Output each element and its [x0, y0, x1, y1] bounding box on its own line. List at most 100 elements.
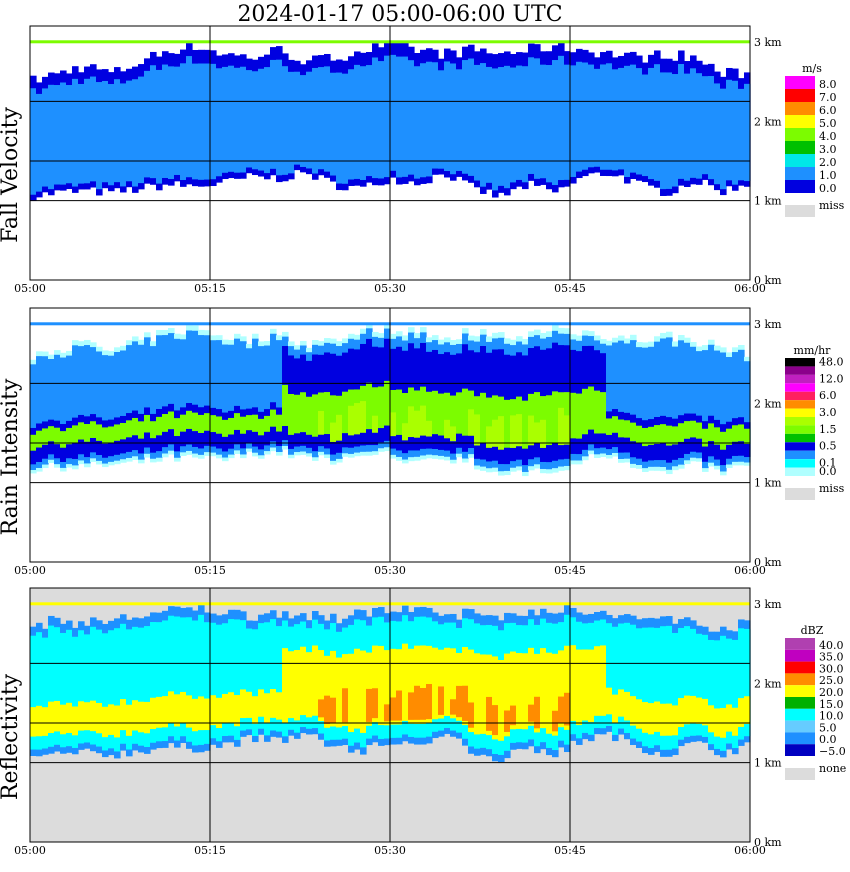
echo-column: [150, 65, 157, 179]
echo-column: [582, 388, 589, 435]
panel-ylabel: Fall Velocity: [0, 107, 23, 243]
legend-swatch: [785, 685, 815, 697]
y-tick-label: 0 km: [754, 836, 782, 849]
echo-column: [264, 622, 271, 736]
x-tick-label: 06:00: [734, 564, 766, 577]
legend-unit: m/s: [802, 62, 822, 75]
echo-core: [492, 705, 499, 736]
echo-column: [108, 355, 115, 462]
echo-field: [30, 604, 751, 763]
echo-column: [438, 393, 445, 436]
echo-column: [432, 647, 439, 720]
echo-field: [30, 322, 751, 477]
echo-column: [606, 345, 613, 455]
legend-swatch: [785, 459, 815, 468]
echo-column: [168, 333, 175, 451]
echo-column: [204, 63, 211, 180]
echo-column: [486, 66, 493, 183]
legend-missing-label: none: [819, 762, 846, 775]
x-tick-label: 05:30: [374, 844, 406, 857]
echo-column: [564, 64, 571, 180]
echo-column: [264, 415, 271, 432]
echo-column: [702, 428, 709, 447]
echo-column: [690, 68, 697, 178]
echo-column: [744, 83, 751, 182]
echo-column: [66, 702, 73, 733]
echo-column: [90, 626, 97, 745]
panel-ylabel: Reflectivity: [0, 673, 23, 800]
echo-column: [726, 638, 733, 744]
echo-column: [714, 427, 721, 445]
echo-column: [684, 73, 691, 181]
legend-swatch: [785, 417, 815, 426]
echo-core: [366, 688, 373, 722]
echo-column: [228, 344, 235, 455]
echo-column: [120, 83, 127, 187]
x-tick-label: 05:15: [194, 844, 226, 857]
echo-column: [144, 626, 151, 748]
echo-column: [228, 619, 235, 736]
echo-column: [510, 651, 517, 730]
echo-column: [180, 691, 187, 723]
echo-column: [360, 66, 367, 180]
echo-column: [126, 420, 133, 438]
echo-column: [744, 628, 751, 737]
echo-column: [156, 335, 163, 458]
echo-column: [246, 628, 253, 730]
echo-column: [216, 340, 223, 455]
echo-core: [336, 414, 343, 441]
echo-column: [456, 69, 463, 171]
echo-column: [618, 340, 625, 459]
echo-column: [180, 339, 187, 453]
echo-column: [720, 431, 727, 450]
echo-column: [396, 649, 403, 725]
echo-core: [408, 692, 415, 720]
echo-column: [534, 653, 541, 733]
echo-column: [114, 79, 121, 183]
echo-column: [546, 395, 553, 446]
echo-column: [612, 694, 619, 723]
echo-column: [222, 623, 229, 737]
echo-column: [744, 428, 751, 444]
echo-column: [36, 430, 43, 448]
y-tick-label: 2 km: [754, 115, 782, 128]
echo-column: [678, 698, 685, 728]
echo-column: [114, 424, 121, 441]
echo-column: [66, 629, 73, 747]
echo-column: [468, 649, 475, 733]
legend-label: 0.0: [819, 733, 837, 746]
echo-core: [558, 407, 565, 446]
echo-column: [432, 390, 439, 435]
echo-column: [228, 692, 235, 723]
echo-column: [492, 68, 499, 191]
echo-column: [282, 384, 289, 426]
echo-column: [696, 73, 703, 179]
echo-column: [30, 707, 37, 737]
echo-column: [618, 623, 625, 729]
echo-core: [438, 686, 445, 715]
echo-column: [540, 64, 547, 179]
echo-column: [492, 395, 499, 445]
plot-frame: [29, 307, 751, 563]
echo-column: [690, 628, 697, 736]
echo-core: [528, 704, 535, 722]
echo-core: [486, 426, 493, 448]
echo-column: [162, 414, 169, 432]
echo-core: [360, 401, 367, 433]
echo-column: [420, 645, 427, 724]
echo-column: [684, 695, 691, 725]
panel-rain-intensity: 05:00 05:15 05:30 05:45 06:000 km 1 km 2 km 3 k…: [0, 307, 845, 577]
echo-column: [30, 88, 37, 195]
echo-column: [246, 348, 253, 449]
echo-column: [198, 696, 205, 731]
echo-column: [678, 340, 685, 465]
echo-column: [672, 426, 679, 445]
y-tick-label: 0 km: [754, 274, 782, 287]
legend-label: 40.0: [819, 639, 844, 652]
echo-column: [318, 67, 325, 170]
echo-column: [648, 426, 655, 445]
echo-column: [636, 628, 643, 742]
echo-column: [138, 76, 145, 184]
legend-swatch: [785, 450, 815, 460]
echo-column: [552, 391, 559, 444]
